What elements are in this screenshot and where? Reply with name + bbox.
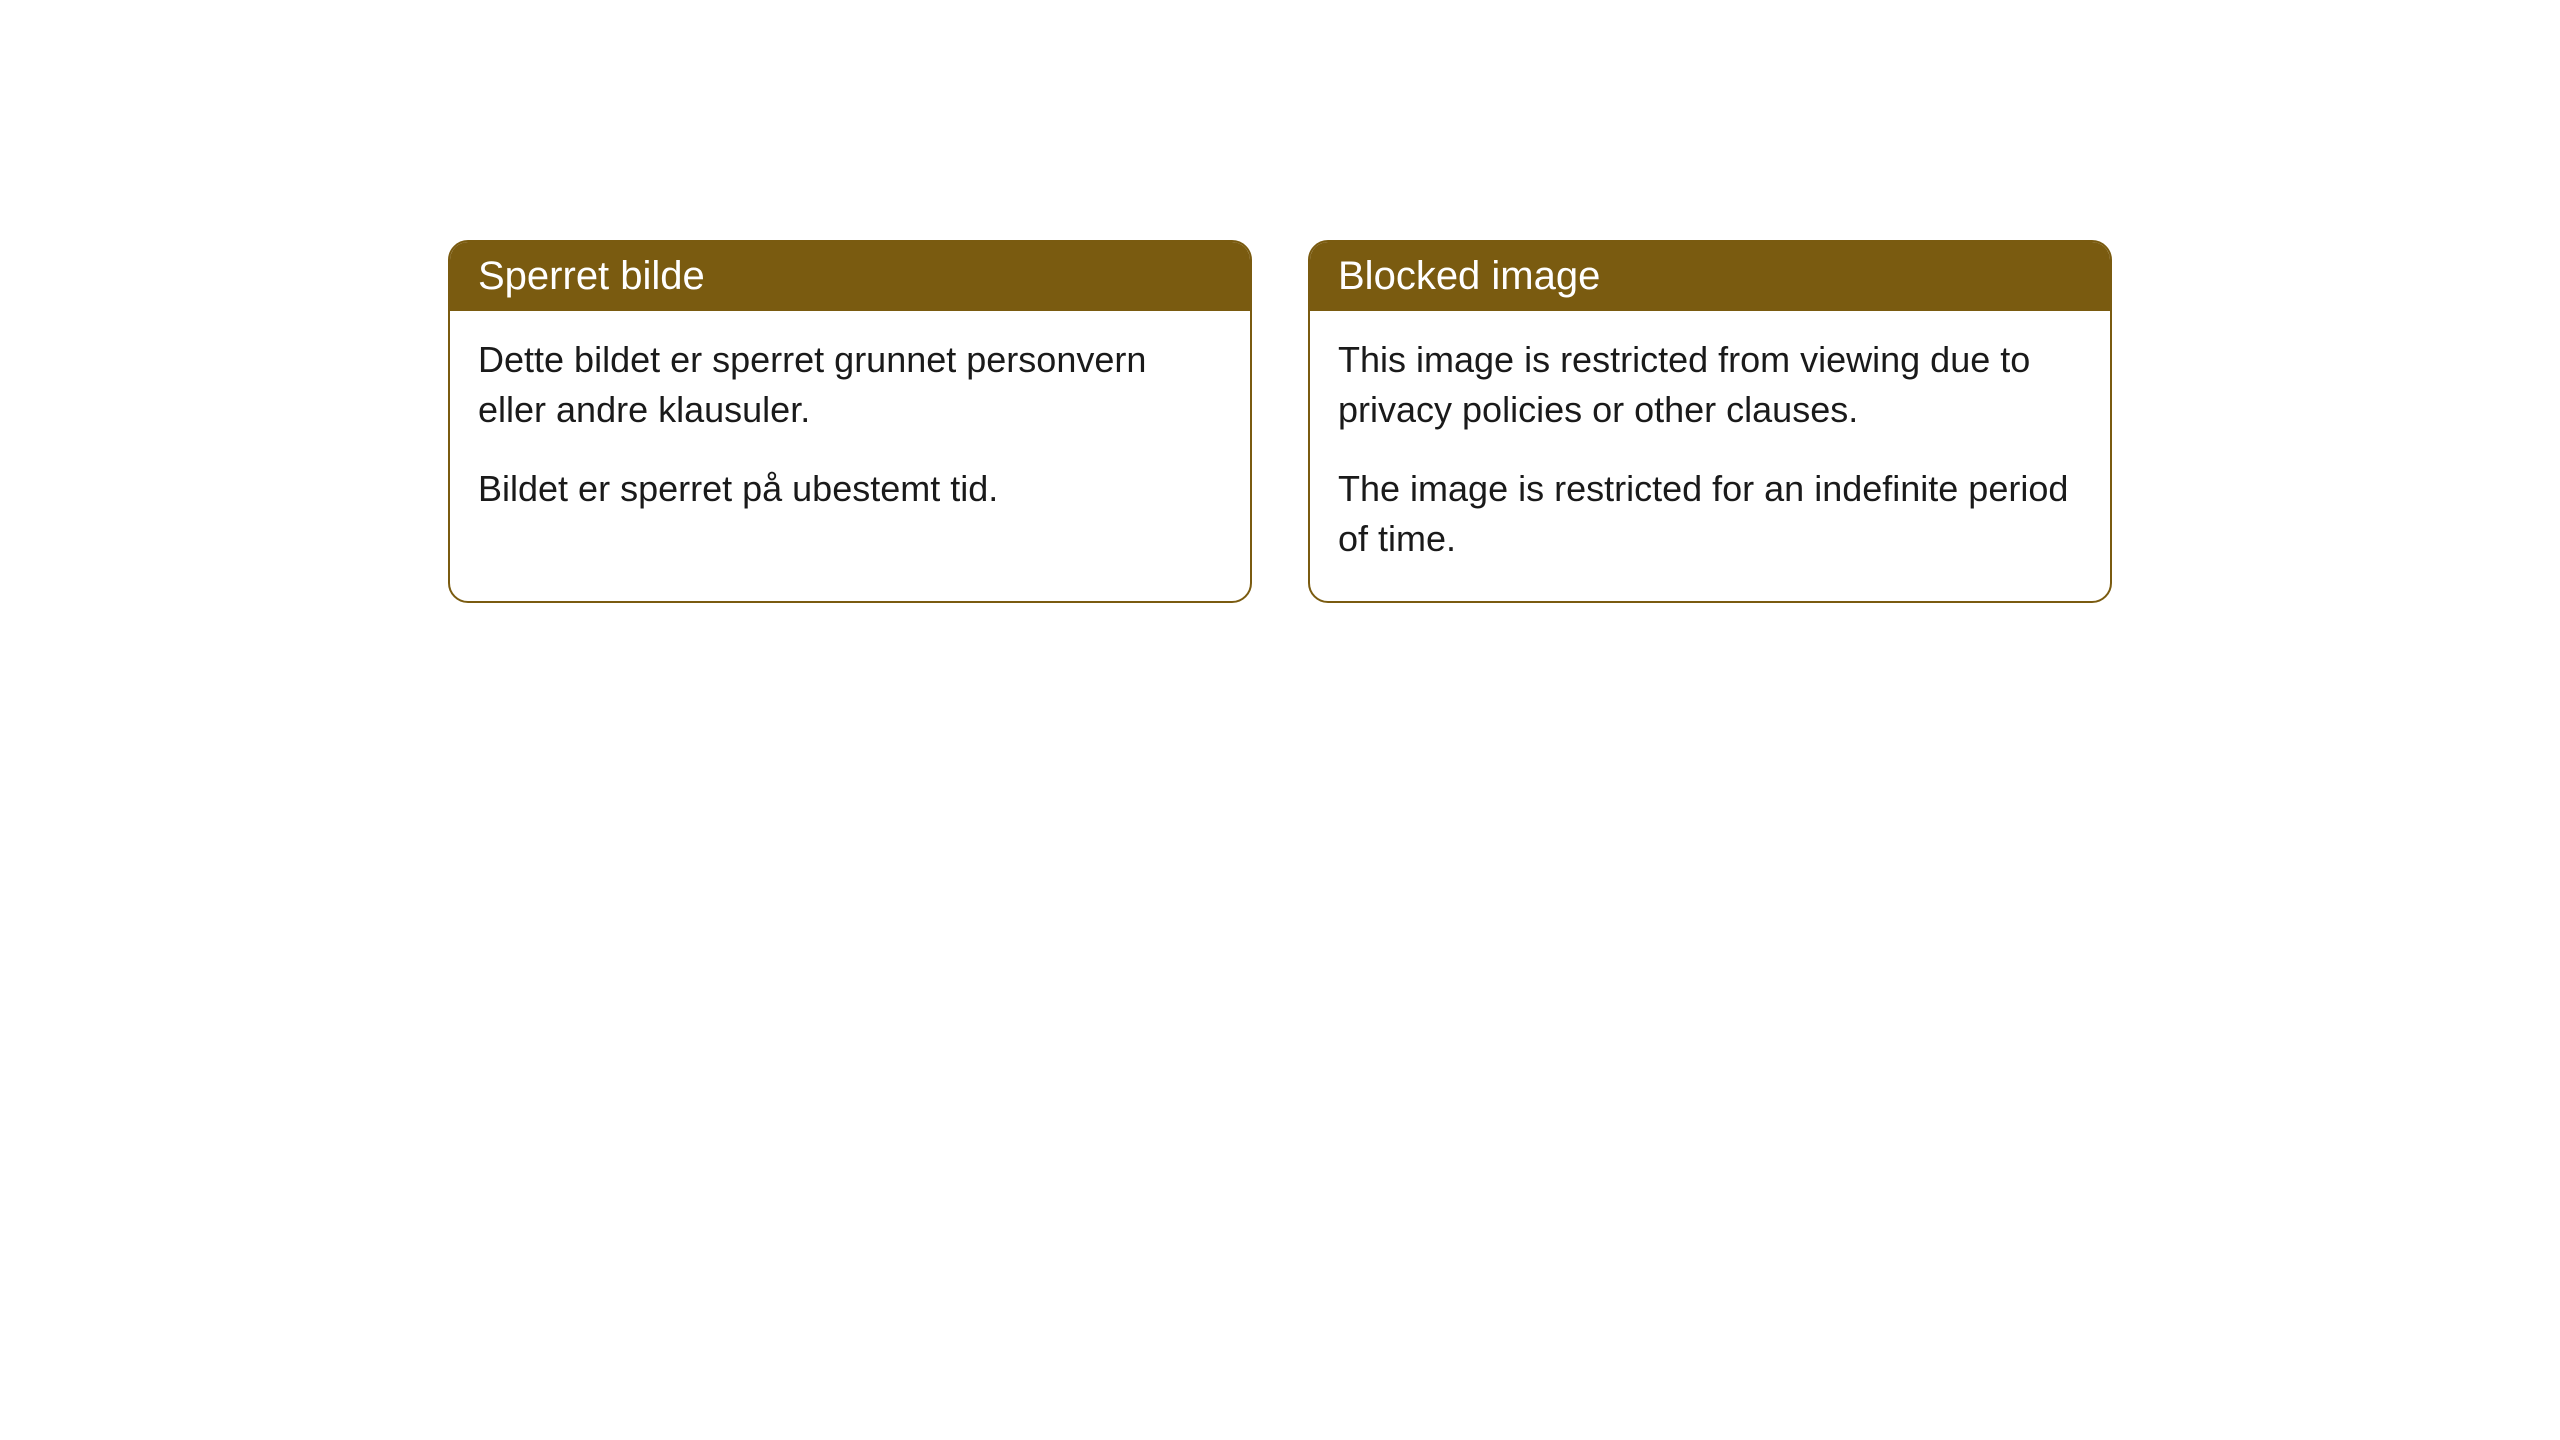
notice-container: Sperret bilde Dette bildet er sperret gr…	[448, 240, 2112, 603]
card-body: This image is restricted from viewing du…	[1310, 311, 2110, 601]
card-paragraph: This image is restricted from viewing du…	[1338, 335, 2082, 436]
blocked-image-card-english: Blocked image This image is restricted f…	[1308, 240, 2112, 603]
card-title: Sperret bilde	[478, 254, 705, 298]
card-body: Dette bildet er sperret grunnet personve…	[450, 311, 1250, 550]
card-paragraph: Dette bildet er sperret grunnet personve…	[478, 335, 1222, 436]
blocked-image-card-norwegian: Sperret bilde Dette bildet er sperret gr…	[448, 240, 1252, 603]
card-header: Sperret bilde	[450, 242, 1250, 311]
card-header: Blocked image	[1310, 242, 2110, 311]
card-paragraph: The image is restricted for an indefinit…	[1338, 464, 2082, 565]
card-paragraph: Bildet er sperret på ubestemt tid.	[478, 464, 1222, 514]
card-title: Blocked image	[1338, 254, 1600, 298]
